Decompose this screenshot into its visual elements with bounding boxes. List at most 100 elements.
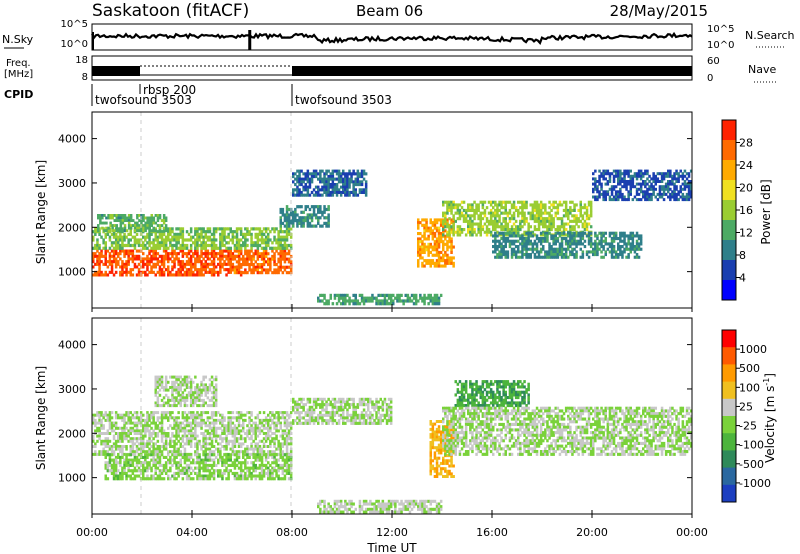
velocity-cell xyxy=(175,447,178,451)
power-cell xyxy=(446,245,449,249)
velocity-cell xyxy=(219,426,222,430)
power-cell xyxy=(514,245,518,249)
power-cell xyxy=(446,253,449,257)
velocity-cell xyxy=(237,455,241,459)
power-cell xyxy=(556,250,560,254)
velocity-cell xyxy=(160,450,164,454)
power-cell xyxy=(123,265,126,269)
power-cell xyxy=(335,293,339,297)
velocity-cell xyxy=(125,463,128,467)
power-cell xyxy=(189,254,193,258)
velocity-cell xyxy=(285,437,289,441)
power-cell xyxy=(142,226,145,230)
power-cell xyxy=(489,233,493,237)
power-cell xyxy=(127,219,131,222)
velocity-cell xyxy=(117,439,120,443)
power-cell xyxy=(164,235,168,239)
power-cell xyxy=(669,169,672,173)
velocity-cell xyxy=(146,477,149,481)
power-cell xyxy=(377,293,380,297)
power-cell xyxy=(129,249,132,253)
power-cell xyxy=(231,241,235,245)
power-cell xyxy=(539,222,543,226)
power-cell xyxy=(544,250,547,254)
power-cell xyxy=(152,270,155,274)
velocity-cell xyxy=(129,421,132,425)
velocity-cell xyxy=(175,450,178,454)
velocity-cell xyxy=(125,455,128,459)
power-cell xyxy=(164,224,168,227)
velocity-cell xyxy=(189,411,193,415)
power-cell xyxy=(396,296,399,300)
power-cell xyxy=(131,235,135,239)
power-cell xyxy=(667,174,670,178)
power-cell xyxy=(256,232,260,236)
power-cell xyxy=(633,234,637,238)
power-cell xyxy=(304,183,307,187)
velocity-cell xyxy=(98,418,101,422)
power-cell xyxy=(189,270,193,274)
power-cell xyxy=(133,238,137,242)
power-cell xyxy=(98,230,101,234)
power-cell xyxy=(652,190,655,194)
power-cell xyxy=(173,262,176,266)
power-cell xyxy=(235,230,239,234)
velocity-cell xyxy=(106,439,110,443)
power-cell xyxy=(617,172,620,176)
velocity-cell xyxy=(154,432,157,435)
velocity-cell xyxy=(264,445,268,448)
velocity-cell xyxy=(127,429,130,433)
power-cell xyxy=(610,250,614,254)
power-cell xyxy=(531,203,535,207)
power-cell xyxy=(635,253,639,257)
velocity-cell xyxy=(214,432,218,435)
power-cell xyxy=(535,228,539,232)
power-cell xyxy=(575,242,578,246)
velocity-cell xyxy=(275,424,278,428)
power-cell xyxy=(473,208,476,212)
power-cell xyxy=(560,233,564,237)
velocity-cell xyxy=(227,458,230,462)
cpid-strip: CPID rbsp 200 twofsound 3503 twofsound 3… xyxy=(4,83,392,107)
power-cell xyxy=(589,206,593,210)
velocity-cell xyxy=(208,437,212,441)
power-cell xyxy=(573,228,576,232)
velocity-cell xyxy=(221,474,224,478)
power-cell xyxy=(200,262,203,266)
power-cell xyxy=(244,227,247,231)
power-cell xyxy=(585,208,589,212)
power-cell xyxy=(560,239,564,243)
velocity-cell xyxy=(123,469,126,473)
power-cell xyxy=(452,225,455,229)
power-cell xyxy=(562,233,566,237)
power-cell xyxy=(633,185,637,189)
power-cell xyxy=(296,180,299,184)
power-cell xyxy=(237,227,241,231)
velocity-cell xyxy=(173,418,176,422)
velocity-cell xyxy=(262,450,266,454)
power-cell xyxy=(608,231,612,235)
power-cell xyxy=(435,296,439,300)
power-cell xyxy=(164,243,168,248)
power-cell xyxy=(327,219,330,223)
velocity-cell xyxy=(235,455,239,459)
power-cell xyxy=(594,242,597,246)
power-cell xyxy=(119,219,123,222)
power-cell xyxy=(517,225,520,229)
velocity-cell xyxy=(287,434,291,438)
power-cell xyxy=(506,214,510,218)
power-cell xyxy=(517,208,520,212)
power-cell xyxy=(229,254,232,258)
power-cell xyxy=(183,243,187,248)
velocity-cell xyxy=(158,463,162,467)
velocity-cell xyxy=(285,447,289,451)
power-cell xyxy=(131,257,135,261)
velocity-cell xyxy=(119,474,122,478)
power-cell xyxy=(442,245,445,249)
power-cell xyxy=(448,233,451,237)
power-cell xyxy=(142,265,145,269)
velocity-cell xyxy=(229,421,232,425)
velocity-cell xyxy=(287,432,291,435)
power-cell xyxy=(160,230,164,234)
power-cell xyxy=(212,270,216,274)
